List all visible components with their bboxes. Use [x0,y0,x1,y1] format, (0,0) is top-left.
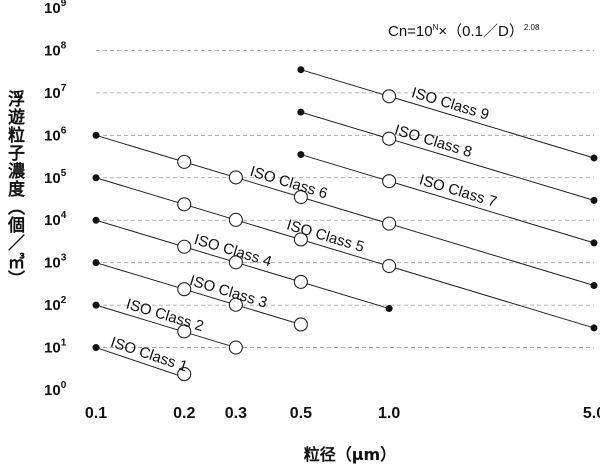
open-marker [228,212,243,227]
open-marker [177,324,192,339]
series-line [300,111,595,201]
y-tick-label: 103 [44,253,67,272]
x-axis-label: 粒径（μm） [304,445,396,464]
series-endpoint [92,344,100,352]
x-tick-label: 0.5 [290,405,312,422]
series-line [95,262,302,325]
open-marker [293,317,308,332]
series-label: ISO Class 7 [417,171,499,210]
series-line [300,154,595,244]
formula-exp-n: N [433,23,439,32]
y-tick-label: 100 [44,380,67,399]
open-marker [382,259,397,274]
open-marker [177,282,192,297]
y-tick-label: 108 [44,40,67,59]
axis-layer: 100 101 102 103 104 105 106 107 108 109 0.1 0.2 0.3 0… [44,0,600,422]
series-endpoint [590,324,598,332]
open-marker [382,89,397,104]
open-marker [228,255,243,270]
formula-mid: ×（0.1／D） [438,23,523,40]
open-marker [177,197,192,212]
formula-annotation: Cn=10N×（0.1／D）2.08 [388,23,540,40]
formula-exp-power: 2.08 [524,23,540,32]
open-marker [293,232,308,247]
series-endpoint [297,108,305,116]
series-label: ISO Class 1 [108,334,189,376]
series-layer [92,66,598,382]
y-tick-label: 104 [44,210,67,229]
x-tick-label: 0.3 [225,405,247,422]
open-marker [382,131,397,146]
series-endpoint [590,154,598,162]
series-label: ISO Class 3 [188,272,270,311]
open-marker [177,239,192,254]
y-tick-label: 109 [44,0,67,17]
series-endpoint [590,196,598,204]
x-tick-label: 1.0 [378,405,400,422]
y-tick-label: 105 [44,168,67,187]
x-tick-label: 0.1 [85,405,107,422]
open-marker [228,170,243,185]
series-label: ISO Class 9 [409,84,491,123]
series-endpoint [297,151,305,159]
open-marker [228,340,243,355]
y-axis-label: 浮遊粒子濃度（個／㎥） [4,90,24,288]
series-line [95,347,185,378]
x-tick-label: 0.2 [173,405,195,422]
series-label: ISO Class 8 [392,122,474,161]
series-line [95,304,236,349]
series-label: ISO Class 6 [248,163,330,202]
series-line [300,69,595,159]
series-endpoint [590,239,598,247]
series-endpoint [92,216,100,224]
series-endpoint [92,174,100,182]
series-endpoint [297,66,305,74]
series-endpoint [92,259,100,267]
open-marker [293,189,308,205]
formula-base: Cn=10 [388,23,433,40]
open-marker [177,154,192,169]
open-marker [177,367,192,382]
y-tick-label: 101 [44,338,67,357]
y-tick-label: 102 [44,295,67,314]
series-endpoint [92,301,100,309]
open-marker [382,216,397,231]
y-tick-label: 107 [44,83,67,102]
series-endpoint [385,305,393,313]
x-tick-label: 5.0 [583,405,600,422]
y-tick-label: 106 [44,125,67,144]
open-marker [228,297,243,312]
series-endpoint [92,131,100,139]
series-endpoint [590,281,598,289]
open-marker [382,174,397,189]
grid-layer [96,50,594,348]
open-marker [293,274,308,289]
series-label: ISO Class 5 [285,217,367,256]
series-label: ISO Class 2 [124,296,206,336]
